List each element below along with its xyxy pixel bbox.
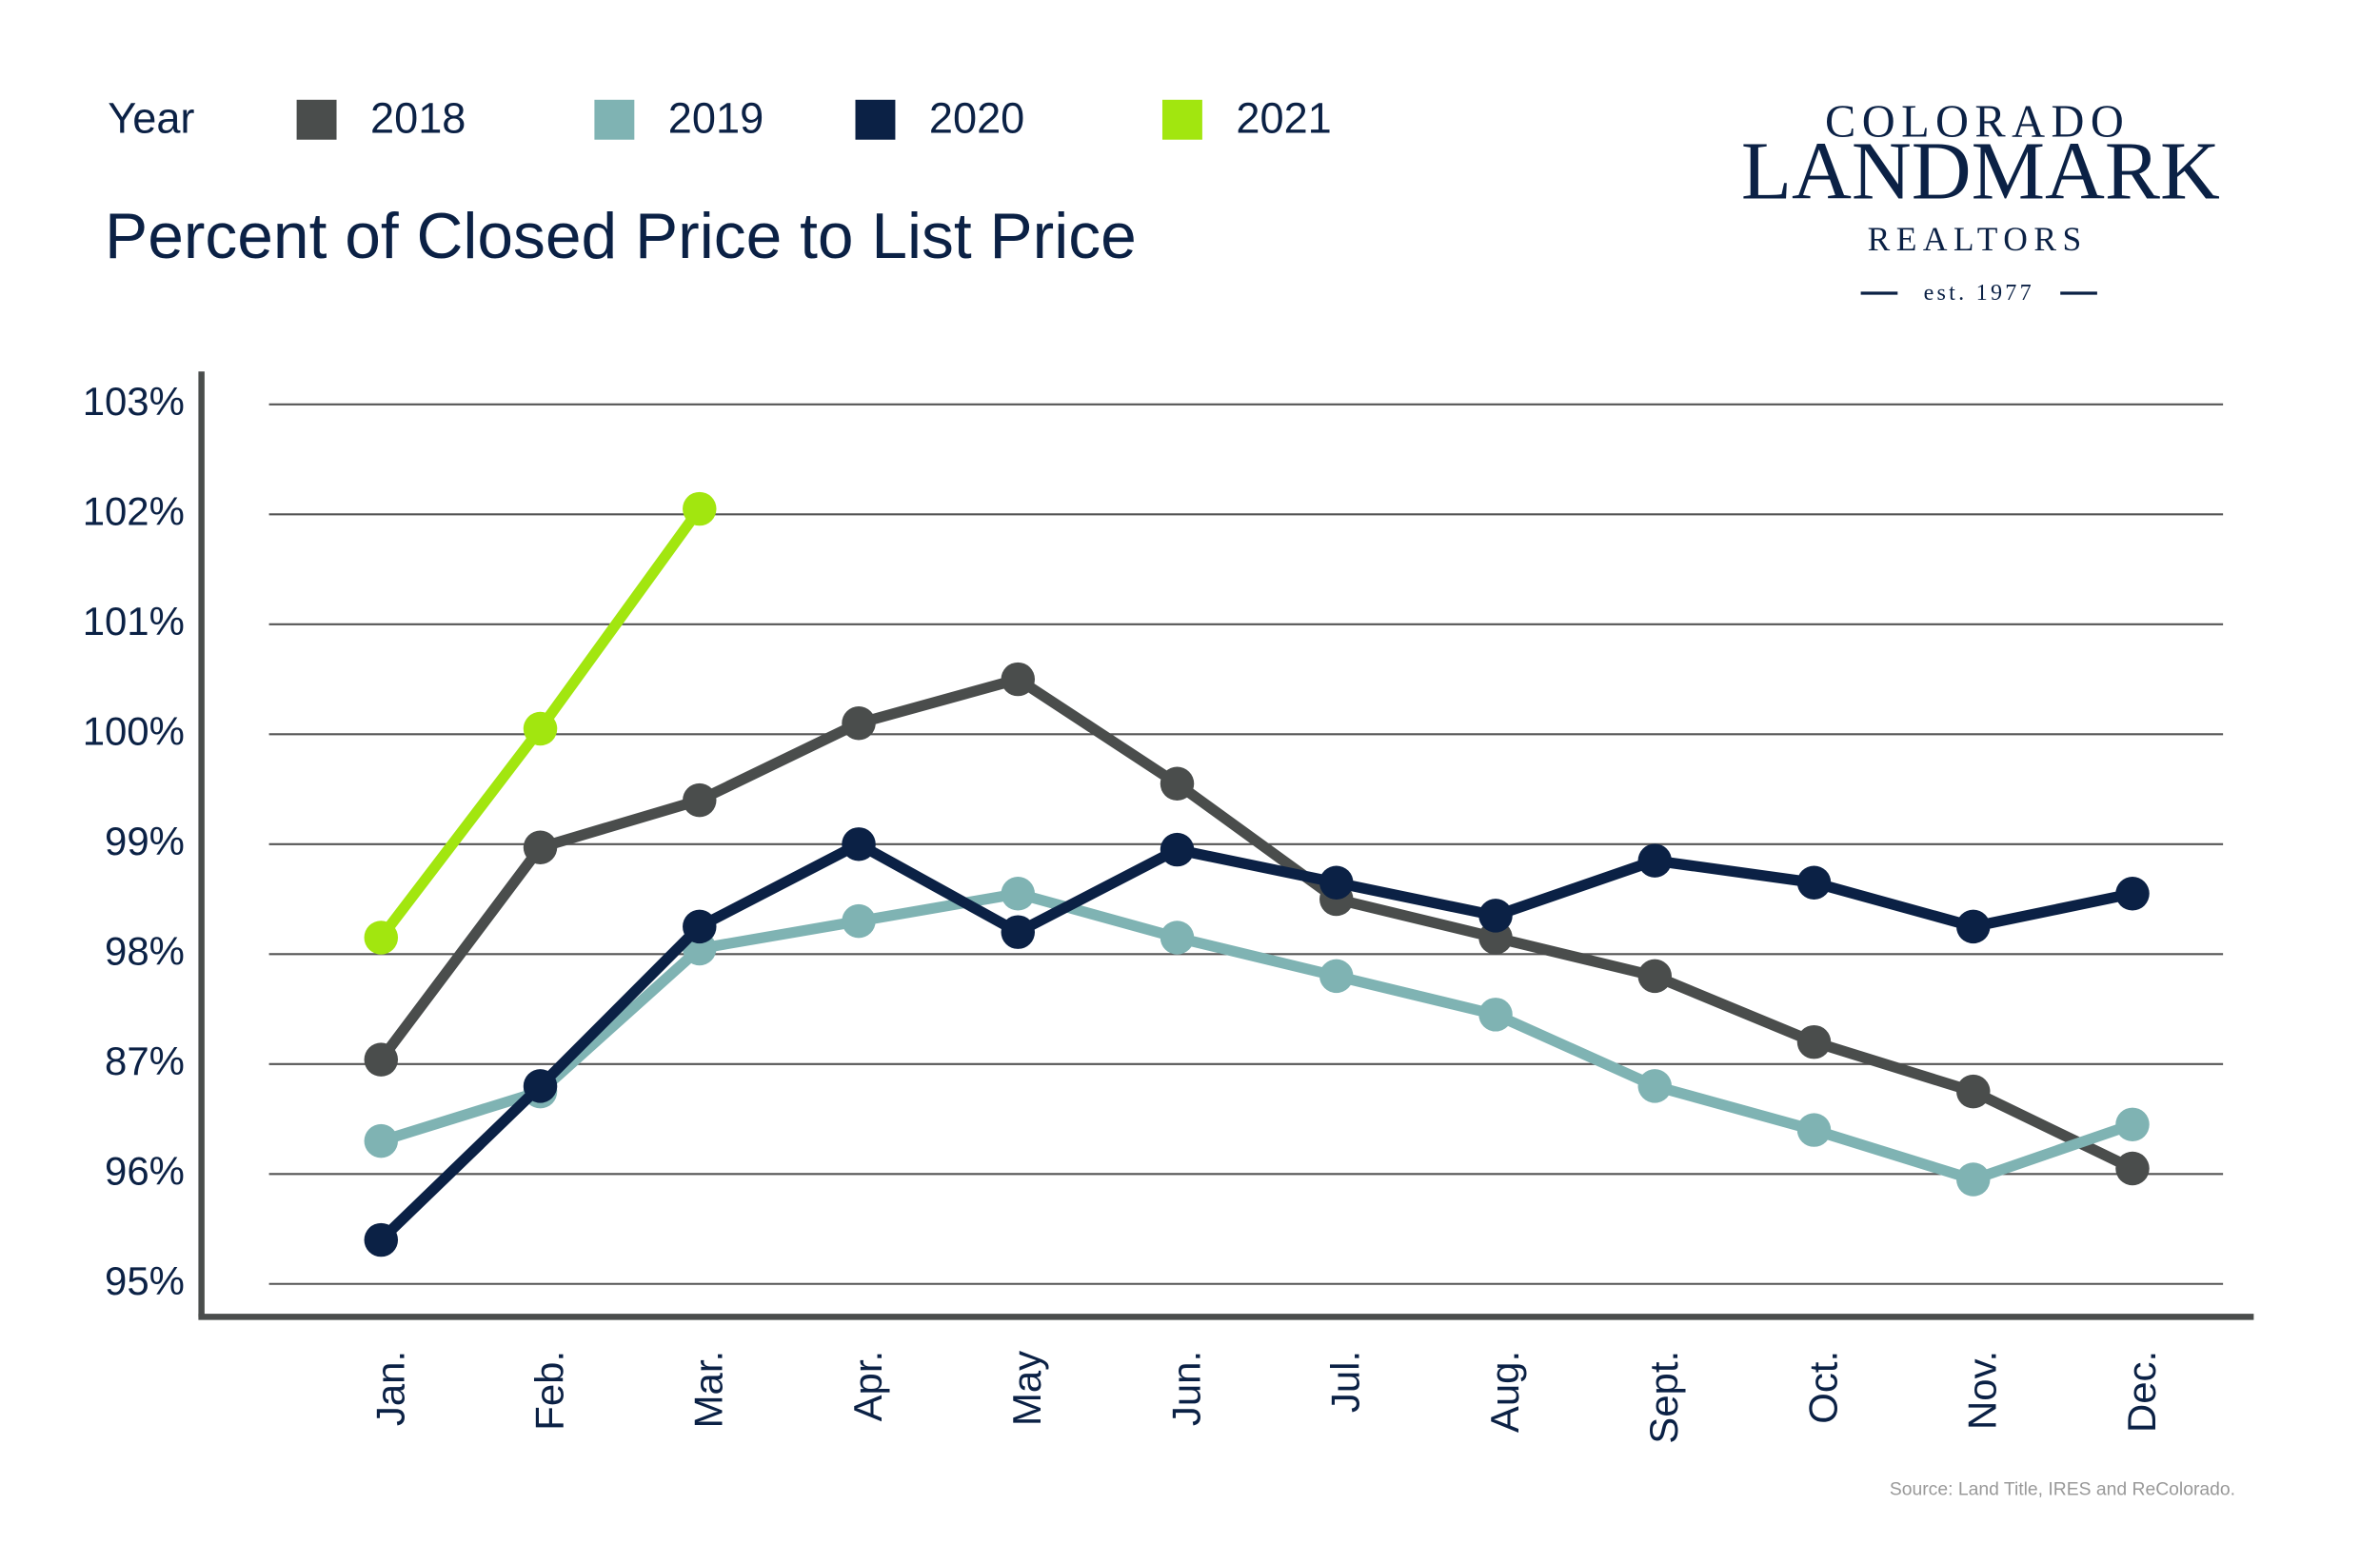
legend-label: 2021 [1236, 93, 1331, 142]
x-tick-label: Nov. [1960, 1351, 2005, 1430]
data-point [523, 711, 558, 746]
legend-label: 2019 [668, 93, 764, 142]
y-tick-label: 98% [105, 928, 185, 973]
legend-swatch [1161, 99, 1202, 140]
x-tick-label: Dec. [2119, 1351, 2164, 1433]
legend-title: Year [108, 93, 194, 142]
data-point [1160, 832, 1195, 867]
brand-line: COLORADO [1825, 96, 2130, 147]
data-point [1160, 766, 1195, 802]
data-point [842, 827, 876, 861]
data-point [1001, 877, 1036, 911]
data-point [364, 921, 399, 955]
brand-est: est. 1977 [1924, 280, 2034, 306]
data-point [1637, 843, 1672, 878]
x-tick-label: Jun. [1163, 1351, 1208, 1426]
data-point [1637, 959, 1672, 994]
data-point [1796, 1024, 1832, 1059]
data-point [1956, 1074, 1991, 1109]
legend-label: 2020 [929, 93, 1024, 142]
data-point [1319, 865, 1354, 900]
brand-name: LANDMARK [1741, 125, 2220, 217]
brand-line: REALTORS [1868, 220, 2088, 258]
data-point [1319, 959, 1354, 994]
data-point [2115, 877, 2150, 911]
data-point [1796, 1113, 1832, 1147]
legend-swatch [296, 99, 337, 140]
x-tick-label: Aug. [1482, 1351, 1527, 1433]
data-point [1160, 921, 1195, 955]
y-tick-label: 101% [83, 599, 185, 643]
y-tick-label: 100% [83, 708, 185, 753]
legend-swatch [855, 99, 896, 140]
series-line [377, 839, 2134, 1244]
x-tick-label: Sept. [1641, 1351, 1686, 1444]
data-point [842, 706, 876, 741]
data-point [1001, 915, 1036, 949]
data-point [1001, 662, 1036, 697]
y-tick-label: 103% [83, 379, 185, 424]
data-point [364, 1222, 399, 1257]
x-tick-label: Mar. [686, 1351, 731, 1429]
data-point [1796, 865, 1832, 900]
data-point [1637, 1069, 1672, 1103]
chart-title: Percent of Closed Price to List Price [105, 201, 1137, 272]
y-tick-label: 99% [105, 819, 185, 863]
y-tick-label: 87% [105, 1039, 185, 1083]
x-tick-label: Apr. [845, 1351, 890, 1422]
data-point [683, 782, 717, 818]
data-point [1478, 899, 1513, 933]
x-tick-label: May [1004, 1351, 1049, 1426]
data-point [2115, 1151, 2150, 1186]
series-line [379, 888, 2134, 1185]
x-tick-label: Jan. [367, 1351, 412, 1426]
y-tick-label: 95% [105, 1258, 185, 1303]
x-tick-label: Feb. [527, 1351, 572, 1431]
source: Source: Land Title, IRES and ReColorado. [1890, 1479, 2235, 1500]
legend-label: 2018 [370, 93, 466, 142]
data-point [523, 830, 558, 865]
data-point [364, 1042, 399, 1077]
data-point [1956, 1162, 1991, 1197]
legend-swatch [594, 99, 635, 140]
y-tick-label: 96% [105, 1148, 185, 1193]
data-point [1956, 909, 1991, 944]
data-point [683, 491, 717, 526]
data-point [523, 1069, 558, 1103]
data-point [2115, 1107, 2150, 1142]
data-point [683, 909, 717, 944]
x-tick-label: Oct. [1800, 1351, 1845, 1424]
data-point [364, 1123, 399, 1158]
x-tick-label: Jul. [1323, 1351, 1368, 1413]
data-point [1478, 998, 1513, 1032]
series-line [376, 673, 2135, 1174]
data-point [842, 903, 876, 939]
y-tick-label: 102% [83, 488, 185, 533]
